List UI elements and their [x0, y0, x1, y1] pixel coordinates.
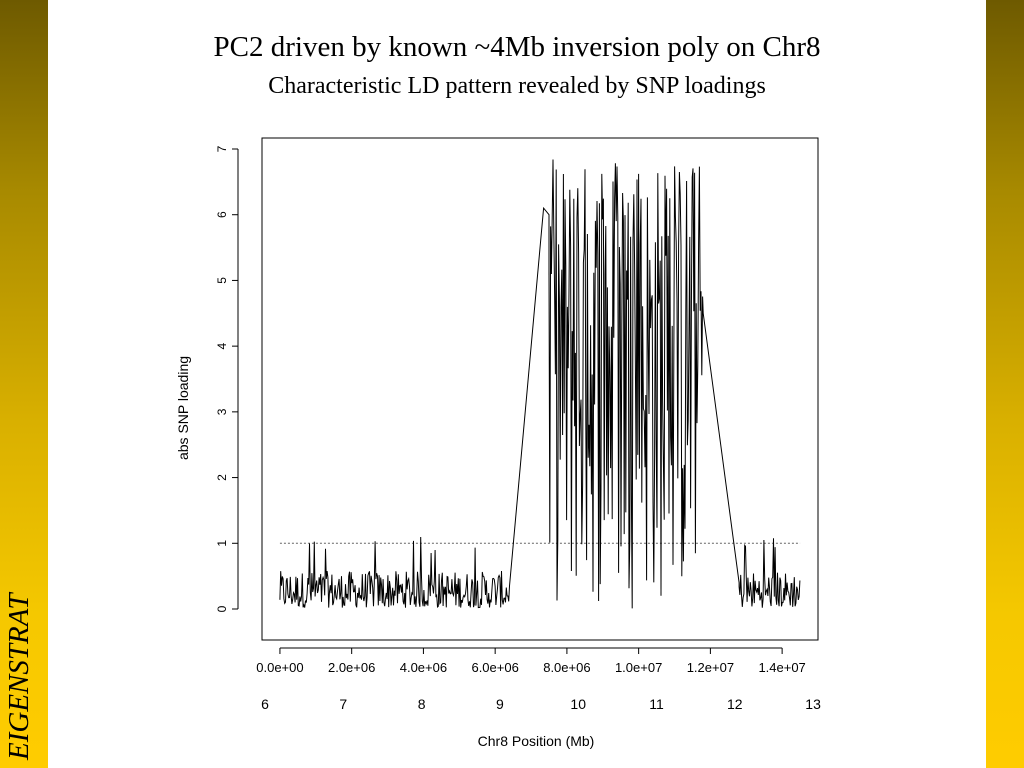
mb-tick-label: 7: [339, 696, 347, 712]
mb-tick-label: 11: [649, 696, 664, 712]
mb-axis: 6 7 8 9 10 11 12 13: [261, 696, 821, 712]
x-axis: 0.0e+00 2.0e+06 4.0e+06 6.0e+06 8.0e+06 1.0e+…: [256, 647, 806, 675]
x-tick-label: 4.0e+06: [400, 660, 447, 675]
x-tick-label: 0.0e+00: [256, 660, 303, 675]
loading-series-line: [279, 159, 801, 609]
x-tick-label: 8.0e+06: [543, 660, 590, 675]
loading-chart: abs SNP loading Chr8 Position (Mb) 01234…: [175, 137, 821, 749]
series-group: [279, 159, 801, 609]
slide-subtitle: Characteristic LD pattern revealed by SN…: [268, 73, 766, 99]
y-tick-label: 2: [215, 474, 229, 481]
y-axis-label: abs SNP loading: [175, 356, 191, 460]
y-tick-label: 7: [215, 145, 229, 152]
x-tick-label: 1.0e+07: [615, 660, 662, 675]
x-axis-label: Chr8 Position (Mb): [478, 733, 595, 749]
mb-tick-label: 13: [805, 696, 821, 712]
y-tick-label: 6: [215, 211, 229, 218]
right-accent-bar: [986, 0, 1024, 768]
y-tick-label: 3: [215, 408, 229, 415]
y-tick-label: 0: [215, 605, 229, 612]
y-axis: 0 1 2 3 4 5 6 7: [215, 145, 239, 612]
y-tick-label: 5: [215, 277, 229, 284]
mb-tick-label: 12: [727, 696, 743, 712]
x-tick-label: 1.2e+07: [687, 660, 734, 675]
x-tick-label: 6.0e+06: [471, 660, 518, 675]
x-tick-label: 1.4e+07: [758, 660, 805, 675]
y-tick-label: 1: [215, 540, 229, 547]
plot-frame: [261, 137, 819, 641]
mb-tick-label: 8: [418, 696, 426, 712]
mb-tick-label: 10: [570, 696, 586, 712]
left-accent-bar: [0, 0, 48, 768]
slide-title: PC2 driven by known ~4Mb inversion poly …: [213, 31, 821, 63]
y-tick-label: 4: [215, 342, 229, 349]
x-tick-label: 2.0e+06: [328, 660, 375, 675]
brand-label: EIGENSTRAT: [3, 593, 35, 760]
mb-tick-label: 6: [261, 696, 269, 712]
mb-tick-label: 9: [496, 696, 504, 712]
